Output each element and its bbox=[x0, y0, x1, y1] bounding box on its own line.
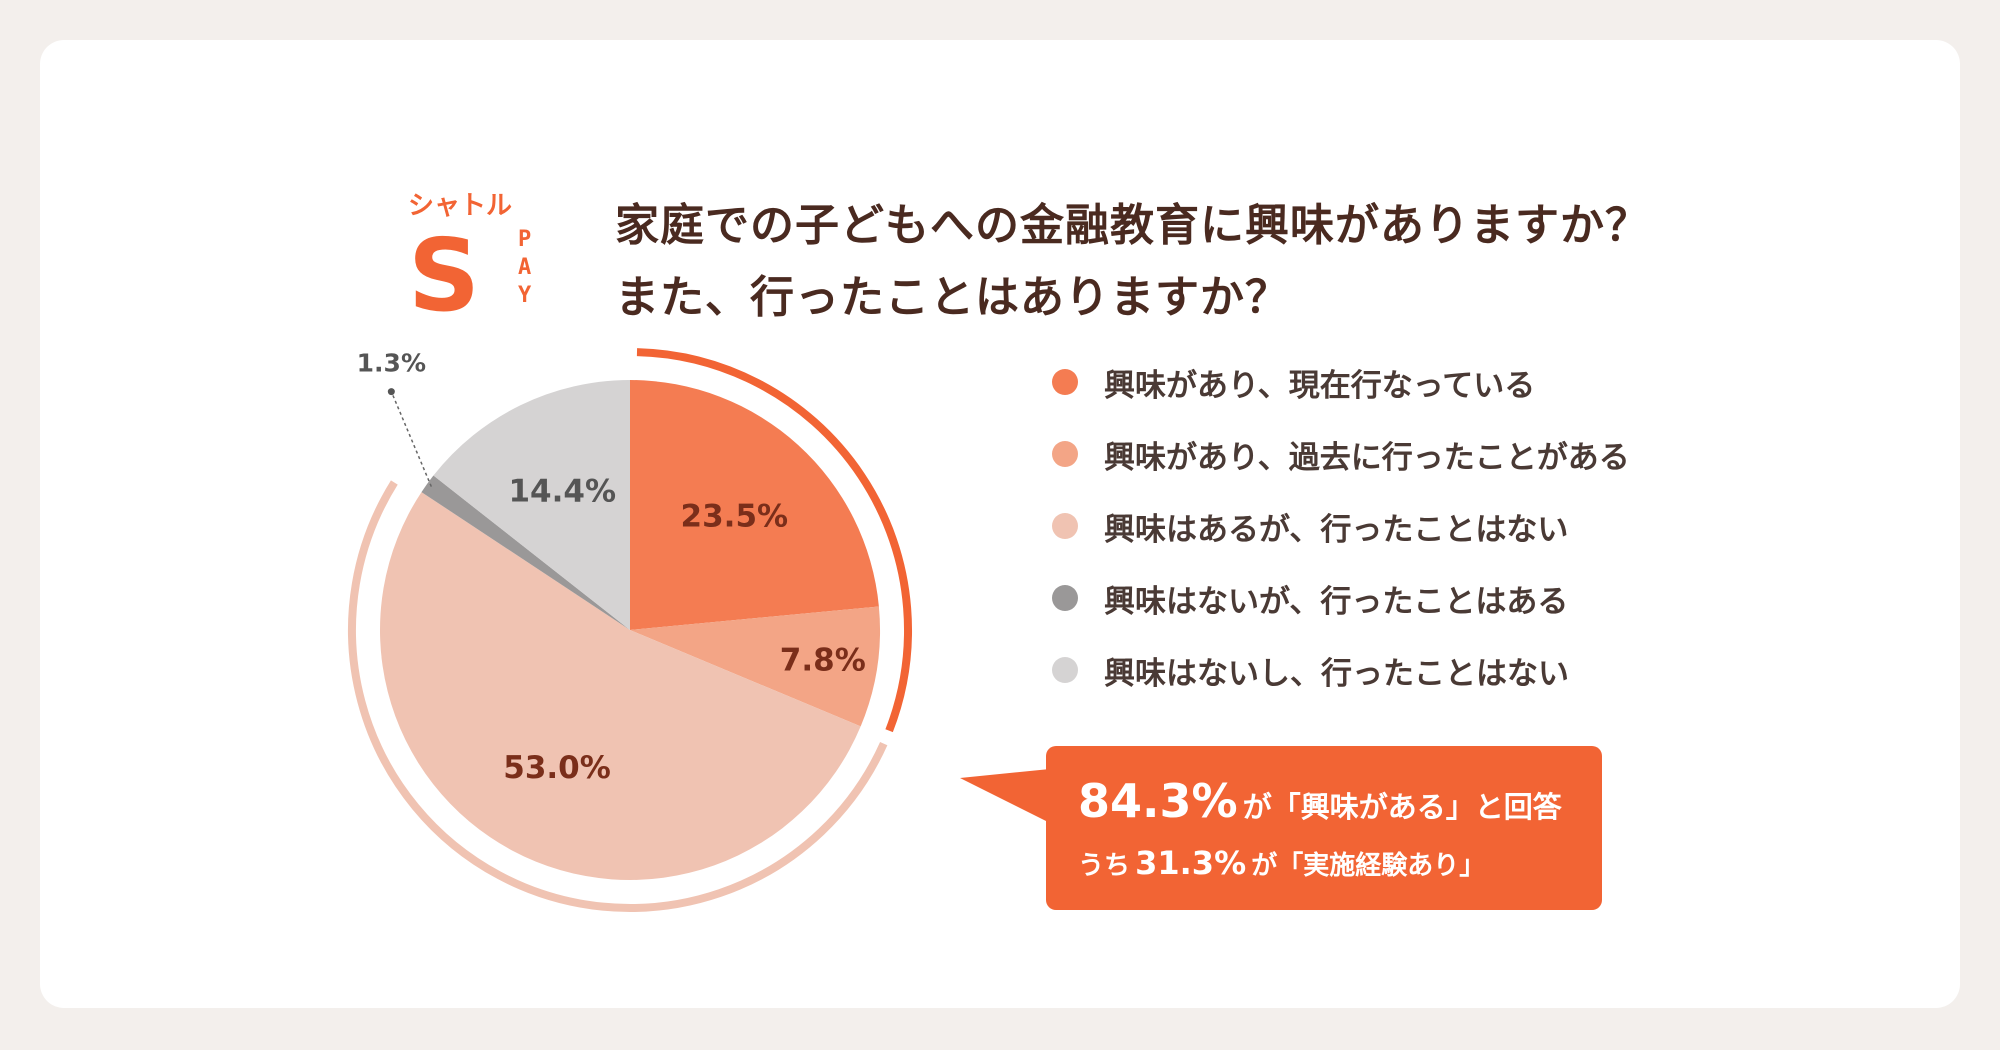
slice-leader-line bbox=[390, 391, 433, 487]
legend-label: 興味があり、現在行なっている bbox=[1104, 367, 1536, 404]
legend-dot-icon bbox=[1052, 441, 1078, 467]
slice-value-label: 1.3% bbox=[357, 349, 426, 378]
summary-callout: 84.3% が「興味がある」と回答 うち 31.3% が「実施経験あり」 bbox=[1046, 746, 1602, 910]
svg-text:A: A bbox=[518, 255, 531, 280]
callout-line1: 84.3% が「興味がある」と回答 bbox=[1078, 774, 1562, 828]
svg-text:シャトル: シャトル bbox=[408, 191, 512, 221]
outer-arc bbox=[348, 480, 888, 912]
legend-dot-icon bbox=[1052, 657, 1078, 683]
callout-interested-text: が「興味がある」と回答 bbox=[1242, 790, 1562, 824]
slice-leader-dot bbox=[387, 388, 395, 396]
callout-interested-value: 84.3% bbox=[1078, 774, 1238, 828]
slice-value-label: 14.4% bbox=[508, 474, 616, 510]
legend-item: 興味はあるが、行ったことはない bbox=[1052, 490, 1630, 562]
pie-slice bbox=[380, 492, 861, 880]
slice-value-label: 23.5% bbox=[681, 498, 789, 534]
chart-title-line1: 家庭での子どもへの金融教育に興味がありますか？ bbox=[615, 200, 1650, 251]
callout-prefix: うち bbox=[1078, 851, 1131, 881]
legend-label: 興味はあるが、行ったことはない bbox=[1104, 511, 1569, 548]
legend-dot-icon bbox=[1052, 585, 1078, 611]
svg-text:P: P bbox=[518, 227, 531, 252]
legend-item: 興味はないが、行ったことはある bbox=[1052, 562, 1630, 634]
legend-item: 興味があり、過去に行ったことがある bbox=[1052, 418, 1630, 490]
pie-slice bbox=[421, 475, 630, 630]
callout-experienced-value: 31.3% bbox=[1135, 844, 1247, 882]
legend-label: 興味はないし、行ったことはない bbox=[1104, 655, 1569, 692]
slice-value-label: 7.8% bbox=[780, 642, 866, 678]
legend-item: 興味はないし、行ったことはない bbox=[1052, 634, 1630, 706]
slice-value-label: 53.0% bbox=[503, 750, 611, 786]
legend-label: 興味があり、過去に行ったことがある bbox=[1104, 439, 1630, 476]
outer-arc bbox=[636, 348, 912, 733]
callout-line2: うち 31.3% が「実施経験あり」 bbox=[1078, 844, 1485, 882]
shuttle-pay-logo: シャトル S PAY bbox=[408, 191, 532, 318]
pie-slice bbox=[433, 380, 630, 630]
pie-slice bbox=[630, 606, 881, 727]
callout-pointer bbox=[960, 768, 1060, 828]
svg-text:S: S bbox=[408, 217, 480, 318]
legend-dot-icon bbox=[1052, 513, 1078, 539]
chart-title-line2: また、行ったことはありますか？ bbox=[615, 272, 1290, 323]
legend-item: 興味があり、現在行なっている bbox=[1052, 346, 1630, 418]
pie-slice bbox=[630, 380, 879, 630]
chart-title: 家庭での子どもへの金融教育に興味がありますか？ また、行ったことはありますか？ bbox=[615, 190, 1650, 334]
callout-experienced-text: が「実施経験あり」 bbox=[1251, 851, 1486, 881]
svg-text:Y: Y bbox=[518, 283, 532, 308]
legend-dot-icon bbox=[1052, 369, 1078, 395]
chart-legend: 興味があり、現在行なっている 興味があり、過去に行ったことがある 興味はあるが、… bbox=[1052, 346, 1630, 706]
legend-label: 興味はないが、行ったことはある bbox=[1104, 583, 1569, 620]
